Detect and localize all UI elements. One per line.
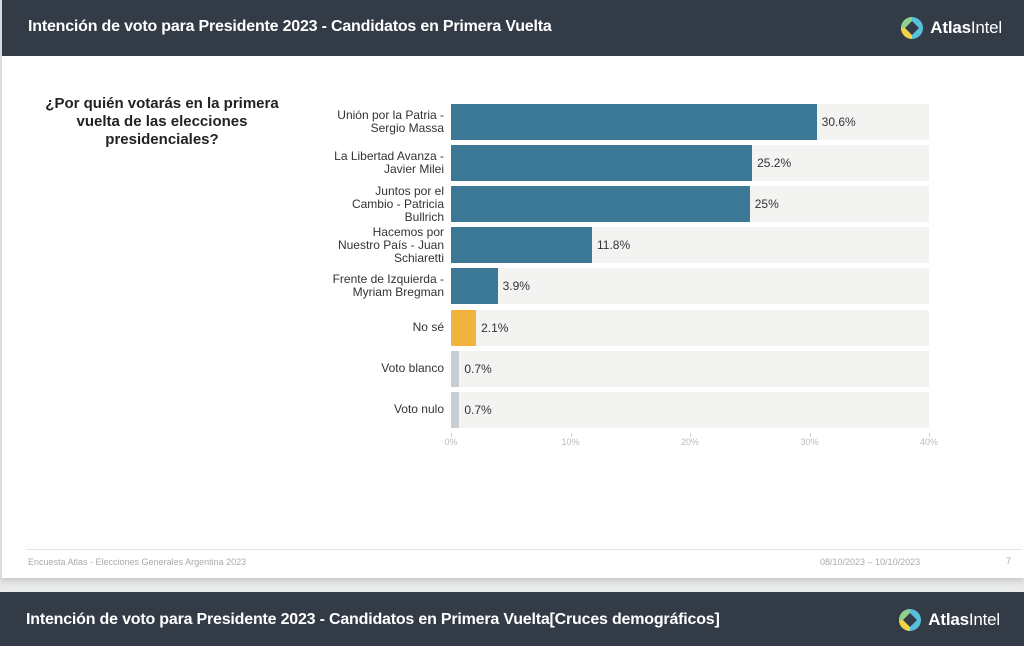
- logo-text-bold: Atlas: [928, 610, 969, 629]
- x-tick-mark: [929, 432, 930, 437]
- bar-track: [451, 350, 929, 387]
- value-label: 0.7%: [464, 402, 492, 417]
- category-label: Frente de Izquierda - Myriam Bregman: [332, 272, 444, 300]
- bar-track: [451, 391, 929, 428]
- footer-source: Encuesta Atlas - Elecciones Generales Ar…: [28, 557, 247, 567]
- category-label: Voto nulo: [393, 402, 444, 417]
- bar: [451, 104, 817, 140]
- value-label: 0.7%: [464, 361, 492, 376]
- next-slide-header: Intención de voto para Presidente 2023 -…: [0, 592, 1024, 646]
- footer-divider: [26, 549, 1022, 550]
- bar-chart: 30.6% Unión por la Patria - Sergio Massa 2…: [2, 0, 1024, 460]
- next-slide-title: Intención de voto para Presidente 2023 -…: [26, 611, 720, 629]
- atlas-diamond-icon: [901, 17, 924, 39]
- bar: [451, 391, 460, 428]
- next-slide-subtitle: [Cruces demográficos]: [549, 611, 720, 628]
- x-tick-label: 0%: [444, 436, 458, 447]
- atlasintel-logo: AtlasIntel: [900, 16, 1002, 40]
- x-tick-label: 30%: [800, 436, 819, 447]
- category-label: Juntos por el Cambio - Patricia Bullrich: [351, 183, 444, 224]
- category-label: No sé: [412, 320, 444, 334]
- slide-title: Intención de voto para Presidente 2023 -…: [28, 18, 552, 35]
- logo-text-bold: Atlas: [930, 18, 971, 37]
- category-label: Voto blanco: [381, 361, 444, 376]
- category-label: La Libertad Avanza - Javier Milei: [334, 149, 444, 177]
- bar: [451, 145, 753, 182]
- slide: Intención de voto para Presidente 2023 -…: [0, 0, 1024, 578]
- atlasintel-logo-2: AtlasIntel: [898, 608, 1000, 632]
- bar: [451, 186, 750, 223]
- x-tick-mark: [570, 432, 572, 437]
- chart-question: ¿Por quién votarás en la primera vuelta …: [45, 95, 279, 148]
- x-tick-label: 20%: [680, 436, 700, 447]
- atlas-diamond-icon: [899, 609, 922, 631]
- bar: [451, 227, 592, 264]
- value-label: 30.6%: [821, 115, 856, 129]
- value-label: 11.8%: [597, 238, 631, 253]
- x-tick-label: 40%: [919, 436, 939, 447]
- slide-header: Intención de voto para Presidente 2023 -…: [2, 0, 1024, 56]
- bar: [451, 350, 460, 387]
- x-tick-mark: [809, 432, 811, 437]
- footer-dates: 08/10/2023 – 10/10/2023: [820, 557, 921, 567]
- value-label: 3.9%: [502, 279, 530, 294]
- value-label: 25.2%: [757, 156, 792, 171]
- x-tick-label: 10%: [561, 436, 580, 447]
- bar: [451, 309, 477, 346]
- x-tick-mark: [690, 432, 691, 437]
- logo-text: Intel: [968, 610, 1000, 629]
- value-label: 2.1%: [481, 320, 509, 335]
- category-label: Hacemos por Nuestro País - Juan Schiaret…: [337, 224, 444, 265]
- bar-track: [451, 268, 929, 305]
- next-slide-title-text: Intención de voto para Presidente 2023 -…: [26, 611, 550, 628]
- bar-track: [451, 309, 929, 346]
- value-label: 25%: [754, 197, 779, 212]
- category-label: Unión por la Patria - Sergio Massa: [337, 108, 444, 135]
- page-number: 7: [1006, 556, 1012, 566]
- bar: [451, 268, 498, 305]
- x-tick-mark: [451, 432, 452, 437]
- logo-text: Intel: [970, 18, 1002, 37]
